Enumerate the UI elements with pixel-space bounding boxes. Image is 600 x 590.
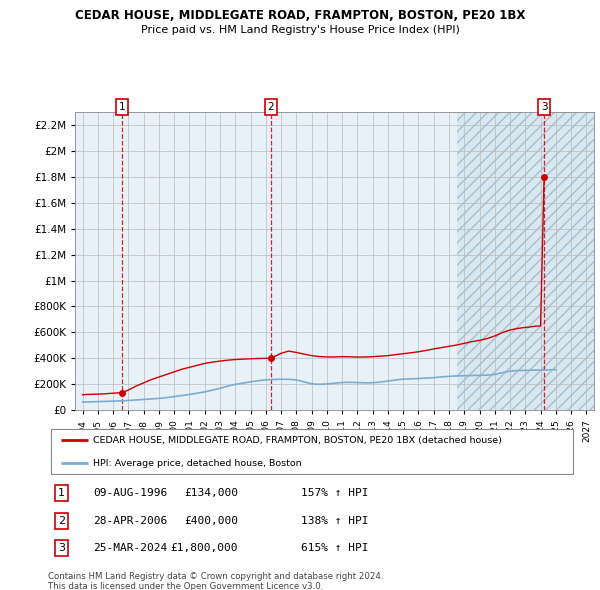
Text: CEDAR HOUSE, MIDDLEGATE ROAD, FRAMPTON, BOSTON, PE20 1BX: CEDAR HOUSE, MIDDLEGATE ROAD, FRAMPTON, … [75,9,525,22]
Bar [457,112,594,410]
FancyBboxPatch shape [50,429,574,474]
Text: 09-AUG-1996: 09-AUG-1996 [93,489,167,499]
Text: £400,000: £400,000 [184,516,238,526]
Text: 1: 1 [119,102,125,112]
Text: CEDAR HOUSE, MIDDLEGATE ROAD, FRAMPTON, BOSTON, PE20 1BX (detached house): CEDAR HOUSE, MIDDLEGATE ROAD, FRAMPTON, … [93,436,502,445]
Text: 1: 1 [58,489,65,499]
Text: 615% ↑ HPI: 615% ↑ HPI [301,543,369,553]
Text: 25-MAR-2024: 25-MAR-2024 [93,543,167,553]
Text: £1,800,000: £1,800,000 [170,543,238,553]
Text: 138% ↑ HPI: 138% ↑ HPI [301,516,369,526]
Text: 2: 2 [58,516,65,526]
Text: Price paid vs. HM Land Registry's House Price Index (HPI): Price paid vs. HM Land Registry's House … [140,25,460,35]
Text: £134,000: £134,000 [184,489,238,499]
Text: 2: 2 [268,102,274,112]
Text: 28-APR-2006: 28-APR-2006 [93,516,167,526]
Text: This data is licensed under the Open Government Licence v3.0.: This data is licensed under the Open Gov… [48,582,323,590]
Text: 3: 3 [58,543,65,553]
Text: HPI: Average price, detached house, Boston: HPI: Average price, detached house, Bost… [93,458,302,468]
Text: 157% ↑ HPI: 157% ↑ HPI [301,489,369,499]
Text: 3: 3 [541,102,547,112]
Text: Contains HM Land Registry data © Crown copyright and database right 2024.: Contains HM Land Registry data © Crown c… [48,572,383,581]
